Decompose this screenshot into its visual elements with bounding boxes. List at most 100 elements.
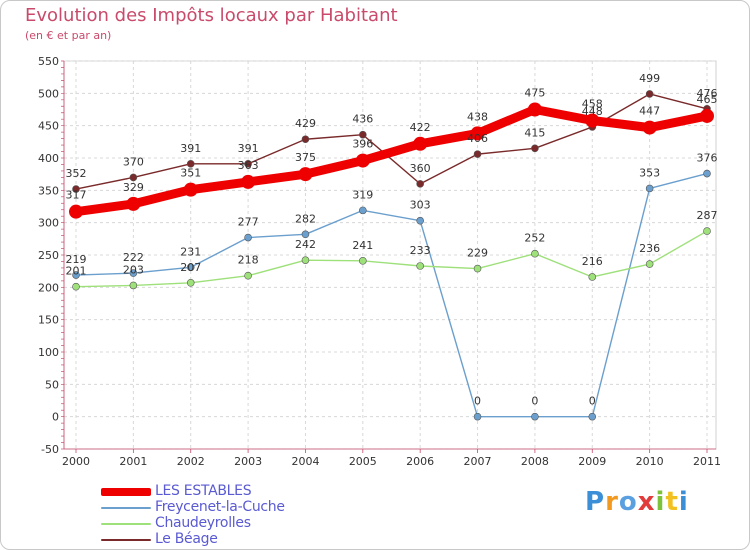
data-label-freycenet-la-cuche: 319 bbox=[352, 188, 373, 201]
data-label-les-estables: 475 bbox=[524, 87, 545, 100]
data-point-chaudeyrolles bbox=[645, 260, 654, 268]
data-point-le-beage bbox=[244, 160, 252, 168]
data-point-les-estables bbox=[700, 108, 714, 123]
y-tick-label: 0 bbox=[52, 411, 59, 424]
x-tick-label: 2001 bbox=[119, 455, 147, 468]
x-tick-label: 2009 bbox=[578, 455, 606, 468]
data-point-les-estables bbox=[470, 126, 485, 141]
y-tick-label: 150 bbox=[38, 314, 59, 327]
data-label-le-beage: 415 bbox=[524, 126, 545, 139]
data-label-chaudeyrolles: 201 bbox=[66, 265, 87, 278]
y-tick-label: 250 bbox=[38, 249, 59, 262]
data-point-chaudeyrolles bbox=[72, 282, 80, 291]
data-label-chaudeyrolles: 242 bbox=[295, 238, 316, 251]
data-label-les-estables: 351 bbox=[180, 167, 201, 180]
data-label-les-estables: 438 bbox=[467, 110, 488, 123]
data-point-freycenet-la-cuche bbox=[588, 412, 597, 421]
legend-swatch bbox=[101, 507, 151, 509]
data-label-chaudeyrolles: 252 bbox=[524, 232, 545, 245]
data-point-freycenet-la-cuche bbox=[244, 233, 252, 242]
data-point-freycenet-la-cuche bbox=[703, 169, 711, 178]
data-label-chaudeyrolles: 216 bbox=[582, 255, 603, 268]
data-point-chaudeyrolles bbox=[359, 257, 367, 265]
data-point-le-beage bbox=[473, 150, 482, 158]
data-point-freycenet-la-cuche bbox=[416, 216, 424, 225]
data-label-les-estables: 422 bbox=[410, 121, 431, 134]
data-label-freycenet-la-cuche: 277 bbox=[238, 216, 259, 229]
data-label-chaudeyrolles: 233 bbox=[410, 244, 431, 257]
data-point-freycenet-la-cuche bbox=[645, 184, 654, 193]
data-point-le-beage bbox=[186, 160, 195, 168]
legend-label: Le Béage bbox=[155, 531, 218, 547]
y-tick-label: 400 bbox=[38, 152, 59, 165]
data-point-chaudeyrolles bbox=[703, 227, 711, 235]
data-point-les-estables bbox=[527, 102, 542, 117]
data-point-freycenet-la-cuche bbox=[473, 412, 482, 421]
logo-letter: o bbox=[618, 487, 638, 517]
y-tick-label: 500 bbox=[38, 87, 59, 100]
data-point-les-estables bbox=[642, 120, 657, 135]
data-label-les-estables: 363 bbox=[238, 159, 259, 172]
data-point-les-estables bbox=[585, 113, 600, 128]
y-tick-label: 450 bbox=[38, 120, 59, 133]
data-point-le-beage bbox=[129, 173, 138, 182]
legend-swatch bbox=[101, 539, 151, 541]
data-point-les-estables bbox=[413, 136, 428, 151]
data-label-freycenet-la-cuche: 222 bbox=[123, 251, 144, 264]
data-label-freycenet-la-cuche: 282 bbox=[295, 212, 316, 225]
data-label-le-beage: 429 bbox=[295, 117, 316, 130]
data-label-les-estables: 396 bbox=[352, 138, 373, 151]
logo-letter: r bbox=[605, 487, 619, 517]
data-point-les-estables bbox=[69, 204, 83, 219]
series-line-les-estables bbox=[71, 105, 712, 217]
data-label-chaudeyrolles: 203 bbox=[123, 263, 144, 276]
data-point-le-beage bbox=[72, 185, 80, 193]
data-label-le-beage: 436 bbox=[352, 113, 373, 126]
data-point-freycenet-la-cuche bbox=[359, 206, 367, 215]
x-tick-label: 2005 bbox=[349, 455, 377, 468]
data-point-chaudeyrolles bbox=[244, 271, 252, 280]
proxiti-logo: Proxiti bbox=[585, 487, 689, 517]
legend-swatch bbox=[101, 488, 151, 496]
data-label-le-beage: 499 bbox=[639, 72, 660, 85]
data-label-le-beage: 352 bbox=[66, 167, 87, 180]
x-tick-label: 2003 bbox=[234, 455, 262, 468]
data-point-les-estables bbox=[126, 196, 141, 211]
data-point-le-beage bbox=[531, 144, 539, 153]
data-label-le-beage: 476 bbox=[697, 87, 718, 100]
data-point-chaudeyrolles bbox=[301, 256, 310, 264]
x-tick-label: 2002 bbox=[177, 455, 205, 468]
logo-letter: t bbox=[665, 487, 679, 517]
data-point-les-estables bbox=[183, 182, 198, 197]
y-tick-label: 300 bbox=[38, 217, 59, 230]
data-label-chaudeyrolles: 287 bbox=[697, 209, 718, 222]
data-label-freycenet-la-cuche: 303 bbox=[410, 199, 431, 212]
x-tick-label: 2011 bbox=[693, 455, 721, 468]
data-point-le-beage bbox=[359, 130, 367, 139]
data-label-les-estables: 329 bbox=[123, 181, 144, 194]
data-label-les-estables: 465 bbox=[697, 93, 718, 106]
data-point-freycenet-la-cuche bbox=[72, 271, 80, 279]
data-point-chaudeyrolles bbox=[186, 279, 195, 287]
data-point-freycenet-la-cuche bbox=[129, 269, 138, 277]
data-label-le-beage: 391 bbox=[238, 142, 259, 155]
series-line-chaudeyrolles bbox=[75, 230, 708, 288]
data-label-freycenet-la-cuche: 231 bbox=[180, 245, 201, 258]
data-label-freycenet-la-cuche: 219 bbox=[66, 253, 87, 266]
data-point-les-estables bbox=[355, 153, 370, 168]
y-tick-label: 200 bbox=[38, 281, 59, 294]
x-tick-label: 2007 bbox=[464, 455, 492, 468]
legend-swatch bbox=[101, 523, 151, 525]
logo-letter: i bbox=[655, 487, 666, 517]
data-label-le-beage: 370 bbox=[123, 155, 144, 168]
data-label-freycenet-la-cuche: 376 bbox=[697, 152, 718, 165]
y-tick-label: 50 bbox=[45, 378, 59, 391]
data-label-les-estables: 375 bbox=[295, 151, 316, 164]
data-point-le-beage bbox=[416, 180, 424, 188]
data-label-le-beage: 448 bbox=[582, 105, 603, 118]
data-label-freycenet-la-cuche: 353 bbox=[639, 166, 660, 179]
data-point-les-estables bbox=[241, 174, 256, 189]
data-label-le-beage: 406 bbox=[467, 132, 488, 145]
data-label-les-estables: 317 bbox=[66, 189, 87, 202]
